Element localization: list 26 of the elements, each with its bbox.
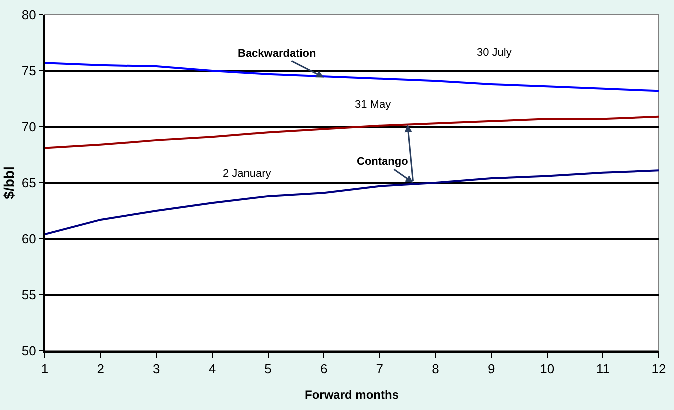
x-tick-label: 12 xyxy=(652,362,666,377)
y-axis-title: $/bbl xyxy=(1,166,18,200)
x-tick-label: 2 xyxy=(97,362,104,377)
x-axis-title: Forward months xyxy=(304,388,400,402)
text: 30 July xyxy=(477,47,512,59)
y-tick-label: 60 xyxy=(22,232,36,247)
x-tick-label: 1 xyxy=(41,362,49,377)
series-label: 31 May xyxy=(355,99,392,111)
y-tick-label: 80 xyxy=(22,8,36,23)
x-tick-label: 3 xyxy=(153,362,160,377)
x-tick-label: 4 xyxy=(208,362,216,377)
series-label: 2 January xyxy=(223,168,272,180)
annotation: Backwardation xyxy=(238,48,317,60)
y-tick-label: 50 xyxy=(22,344,36,359)
y-tick-label: 70 xyxy=(22,120,36,135)
x-tick-label: 11 xyxy=(596,362,610,377)
y-tick-label: 65 xyxy=(22,176,36,191)
y-tick-label: 75 xyxy=(22,64,36,79)
x-tick-label: 7 xyxy=(376,362,384,377)
x-tick-label: 5 xyxy=(264,362,272,377)
x-tick-label: 9 xyxy=(488,362,496,377)
x-tick-label: 10 xyxy=(540,362,555,377)
x-tick-label: 8 xyxy=(432,362,440,377)
y-tick-label: 55 xyxy=(22,288,36,303)
annotation: Contango xyxy=(357,156,409,168)
x-tick-label: 6 xyxy=(320,362,328,377)
